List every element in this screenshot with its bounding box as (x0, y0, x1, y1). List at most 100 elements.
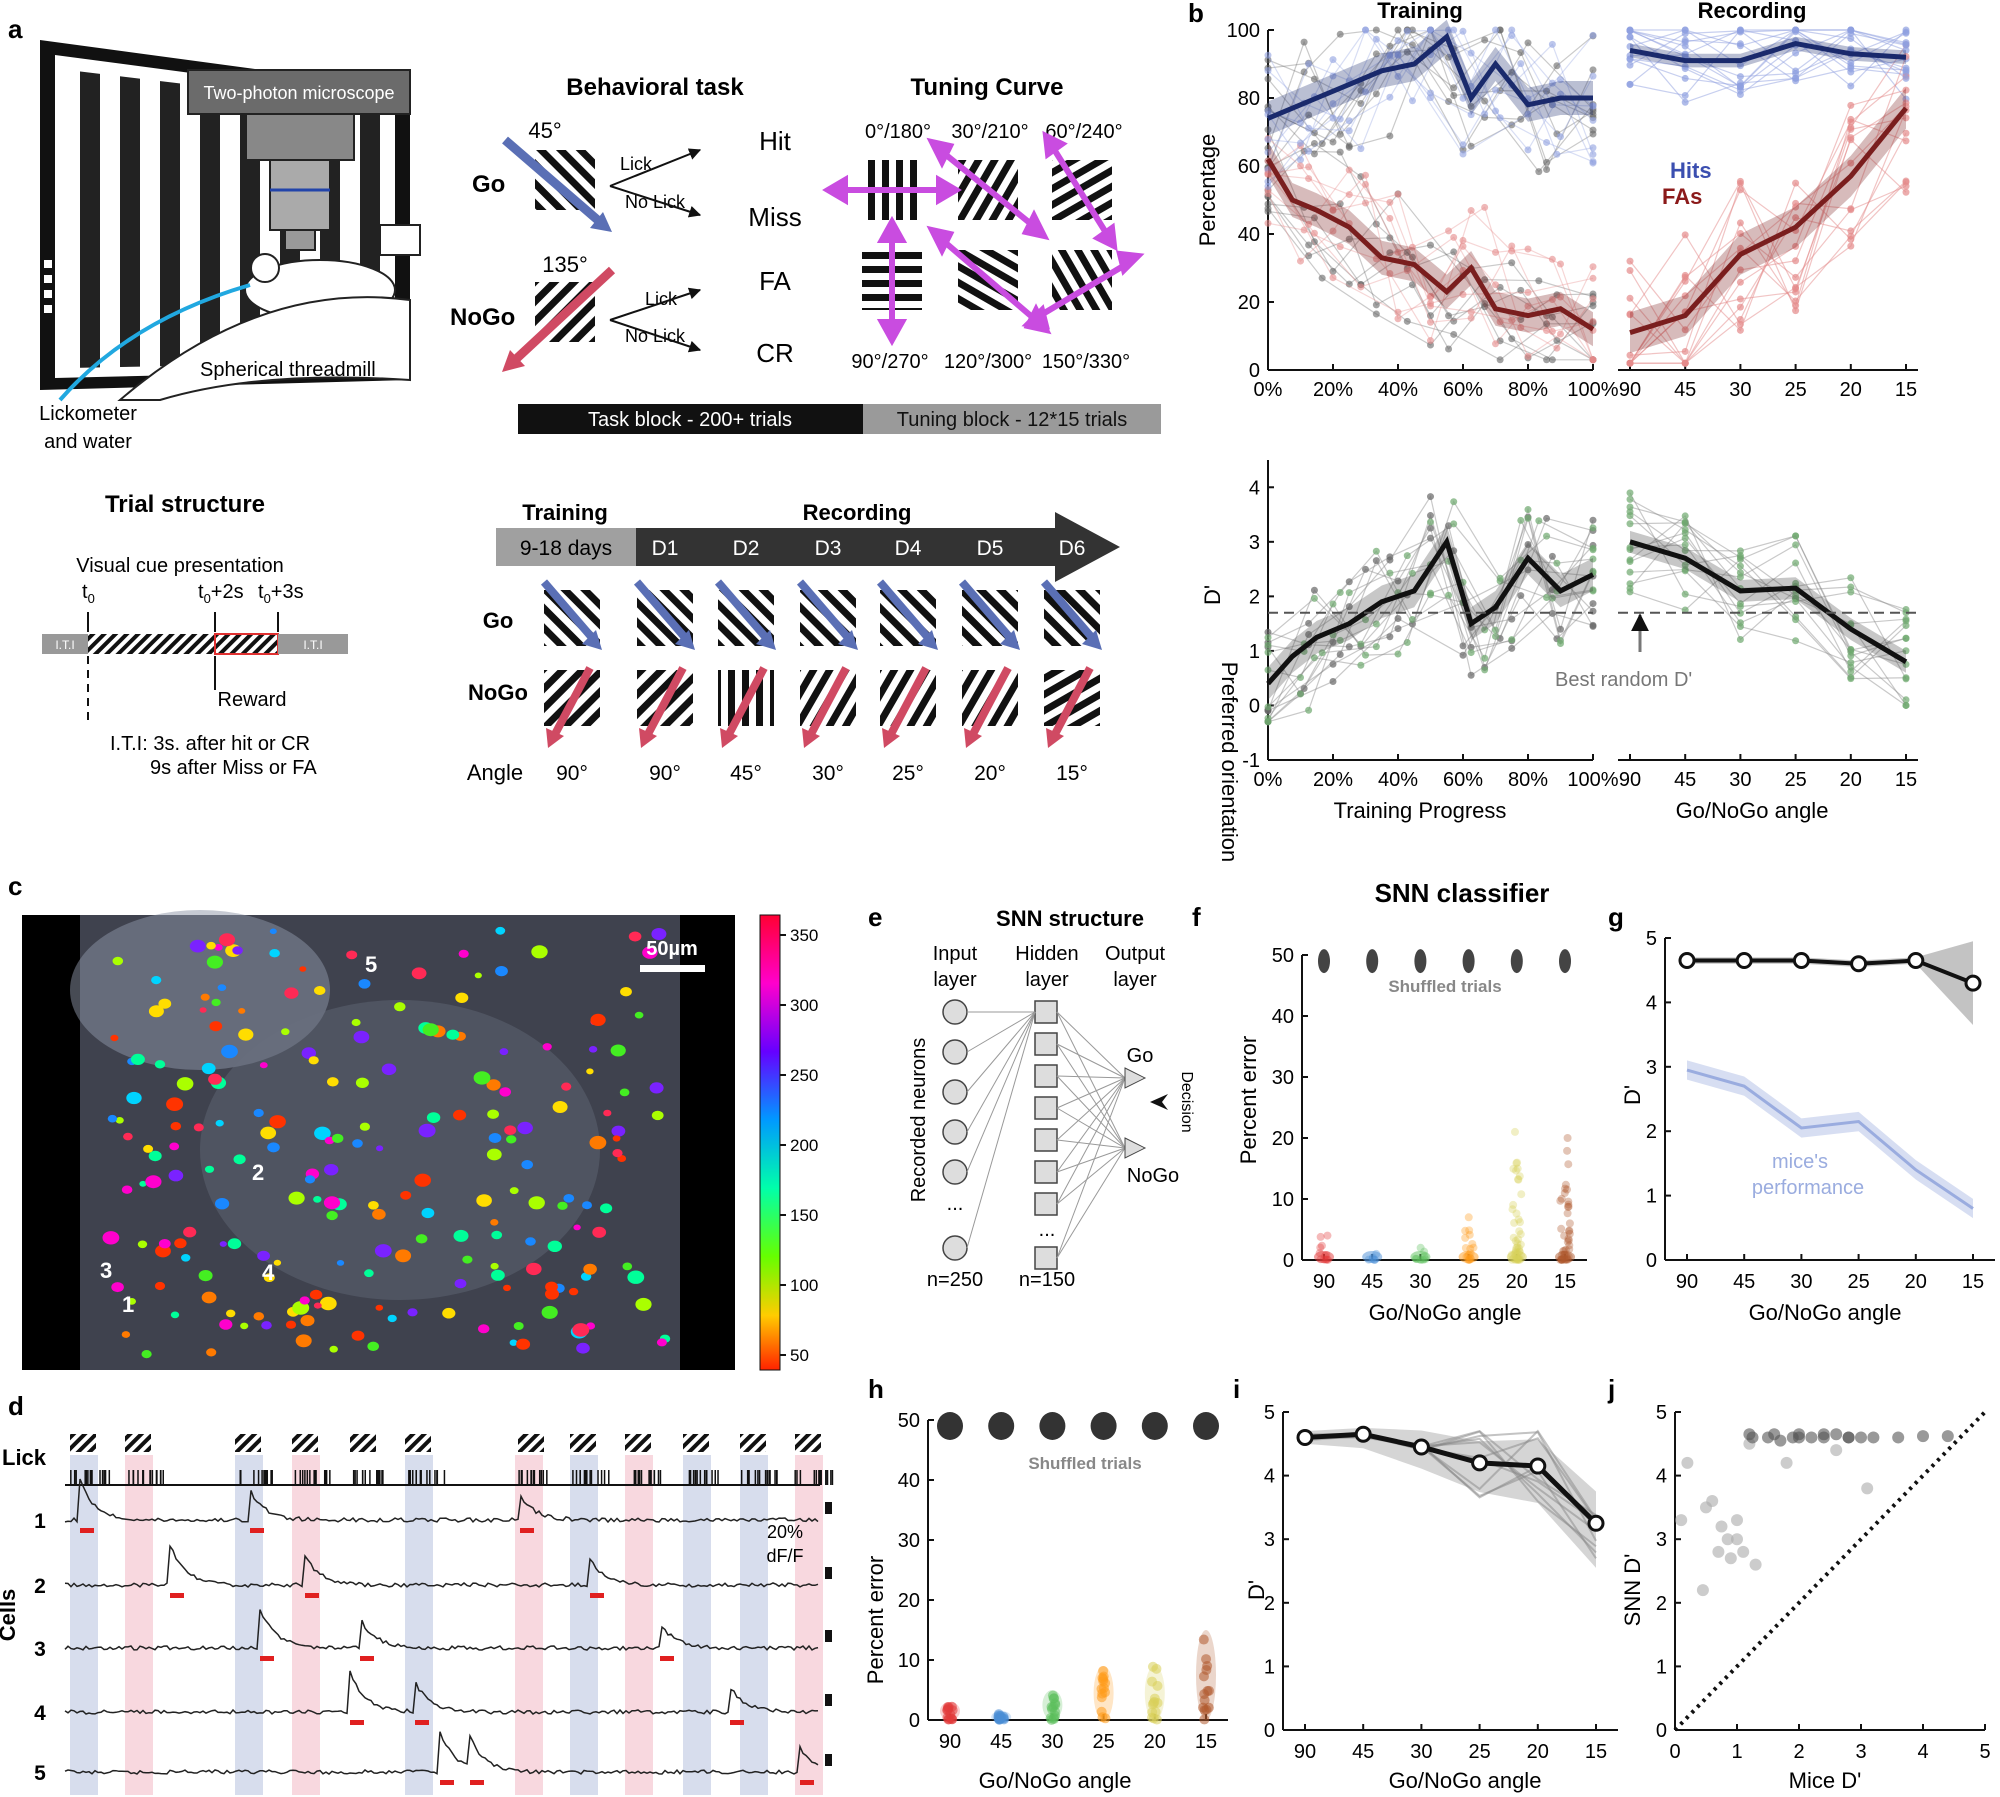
rec-fa-point-11-1 (1681, 273, 1689, 281)
cell-roi-72 (611, 1125, 626, 1137)
cell-roi-200 (557, 1201, 568, 1210)
rec-d-point-11-0 (1626, 495, 1634, 503)
f-violin-45 (1362, 1250, 1383, 1263)
cell-roi-168 (199, 1007, 207, 1013)
cell-roi-54 (509, 1339, 518, 1346)
train-d-point-9-4 (1408, 615, 1416, 623)
train-d-point-7-2 (1394, 615, 1402, 623)
tuning-bottom-0: 90°/270° (851, 351, 928, 373)
go-trial-shade-2 (405, 1455, 433, 1795)
hidden-neuron-1 (1034, 1032, 1058, 1056)
hits-mouse-point-13-5 (1445, 26, 1453, 34)
f-point-15-20 (1564, 1200, 1573, 1209)
rec-fa-point-13-4 (1847, 115, 1855, 123)
go-arrow (502, 136, 603, 226)
tuning-block-label: Tuning block - 12*15 trials (897, 409, 1128, 431)
fa-mouse-point-0-1 (1310, 214, 1318, 222)
train-d-point-12-2 (1329, 600, 1337, 608)
hidden-to-go-1 (1056, 1043, 1126, 1079)
b-train-d-x-tick-label-5: 100% (1567, 769, 1618, 791)
train-d-point-14-2 (1357, 640, 1365, 648)
day-label-D5: D5 (977, 537, 1004, 560)
fa-mouse-point-10-1 (1297, 162, 1304, 170)
fa-mouse-point-16-9 (1557, 293, 1564, 301)
f-point-25-3 (1464, 1250, 1473, 1259)
h-point-30-12 (1046, 1701, 1057, 1712)
rec-d-point-4-3 (1792, 532, 1800, 540)
h-shuffled-violin-90 (937, 1412, 963, 1440)
cell-roi-102 (622, 1262, 633, 1271)
cell-roi-130 (111, 1282, 124, 1293)
colorbar-ticks: 350 300 250 200 150 100 50 (780, 926, 818, 1365)
train-fas-sem-band (1268, 142, 1593, 347)
j-point-8 (1731, 1514, 1743, 1527)
f-point-20-18 (1511, 1248, 1520, 1257)
iti-label-left: I.T.I (55, 638, 74, 652)
j-point-5 (1715, 1520, 1728, 1533)
rec-hits-trace-8 (1629, 29, 1907, 96)
fa-mouse-point-7-5 (1535, 277, 1543, 285)
hits-mouse-point-15-1 (1305, 60, 1313, 68)
rec-fa-point-13-1 (1681, 359, 1689, 367)
rec-hits-point-12-0 (1626, 55, 1634, 63)
tuning-curve-title: Tuning Curve (911, 74, 1064, 101)
b-train-pct-x-tick-label-1: 20% (1313, 379, 1353, 401)
train-d-point-15-2 (1372, 643, 1380, 651)
f-point-20-41 (1509, 1164, 1518, 1173)
rec-d-point-2-2 (1736, 609, 1744, 617)
fa-mouse-point-10-4 (1394, 315, 1402, 323)
fa-mouse-point-16-3 (1362, 180, 1369, 188)
rec-fa-point-3-5 (1902, 86, 1910, 94)
f-point-20-11 (1516, 1218, 1525, 1227)
f-point-15-27 (1564, 1227, 1573, 1236)
h-x-tick-label-1: 45 (990, 1731, 1012, 1753)
f-point-30-4 (1416, 1255, 1425, 1264)
i-y-label: D' (1244, 1580, 1269, 1600)
iti-label-right: I.T.I (303, 638, 322, 652)
i-sem-band (1305, 1427, 1596, 1568)
f-point-15-2 (1556, 1196, 1565, 1205)
cell-roi-87 (285, 1320, 297, 1329)
train-d-point-3-1 (1310, 586, 1318, 594)
cell-roi-201 (141, 1350, 152, 1359)
iti-text-1: I.T.I: 3s. after hit or CR (110, 733, 310, 755)
rec-fa-point-2-4 (1847, 159, 1855, 167)
rec-fa-point-1-4 (1847, 242, 1855, 250)
cell-roi-59 (446, 1029, 460, 1040)
go-label: Go (472, 171, 505, 198)
nogo-stim-arrowhead-5 (964, 728, 982, 748)
tuning-block-bar (863, 404, 1161, 434)
rec-d-point-12-2 (1736, 623, 1744, 631)
cell-roi-90 (528, 1196, 545, 1210)
b-rec-d-x-tick-label-5: 15 (1895, 769, 1917, 791)
chart-f: 0 10 20 30 40 50 90 45 30 25 20 15 (1272, 945, 1587, 1293)
hits-mouse-point-2-1 (1300, 38, 1308, 46)
j-point-0 (1675, 1514, 1688, 1527)
cell-roi-167 (206, 941, 216, 950)
hits-mouse-point-9-6 (1459, 94, 1467, 102)
train-d-point-5-2 (1336, 650, 1344, 658)
b-train-pct-y-tick-label-0: 0 (1249, 360, 1260, 382)
cell-roi-177 (313, 1302, 322, 1309)
fa-mouse-point-17-4 (1524, 288, 1532, 296)
cell-roi-173 (151, 976, 162, 985)
fa-mouse-point-10-9 (1557, 330, 1564, 338)
b-train-d-y-tick-label-5: 4 (1249, 477, 1260, 499)
f-point-20-7 (1512, 1254, 1521, 1263)
g-snn-point-5 (1964, 974, 1982, 992)
b-train-d-y-tick-label-4: 3 (1249, 532, 1260, 554)
cell-roi-25 (486, 1148, 502, 1161)
rec-d-point-2-0 (1626, 546, 1634, 554)
train-d-point-15-4 (1481, 666, 1489, 674)
f-point-25-1 (1464, 1255, 1473, 1264)
cell-trace-2 (64, 1544, 819, 1588)
train-d-point-1-5 (1427, 524, 1434, 532)
cell-label-5: 5 (365, 952, 377, 977)
fa-mouse-trace-1 (1267, 160, 1594, 359)
rec-d-trace-1 (1629, 511, 1907, 701)
rec-fa-point-10-1 (1681, 292, 1689, 300)
train-d-point-13-8 (1524, 514, 1532, 522)
hits-mouse-point-3-3 (1386, 42, 1394, 50)
f-point-15-17 (1557, 1194, 1566, 1203)
fa-mouse-point-4-3 (1372, 220, 1380, 228)
